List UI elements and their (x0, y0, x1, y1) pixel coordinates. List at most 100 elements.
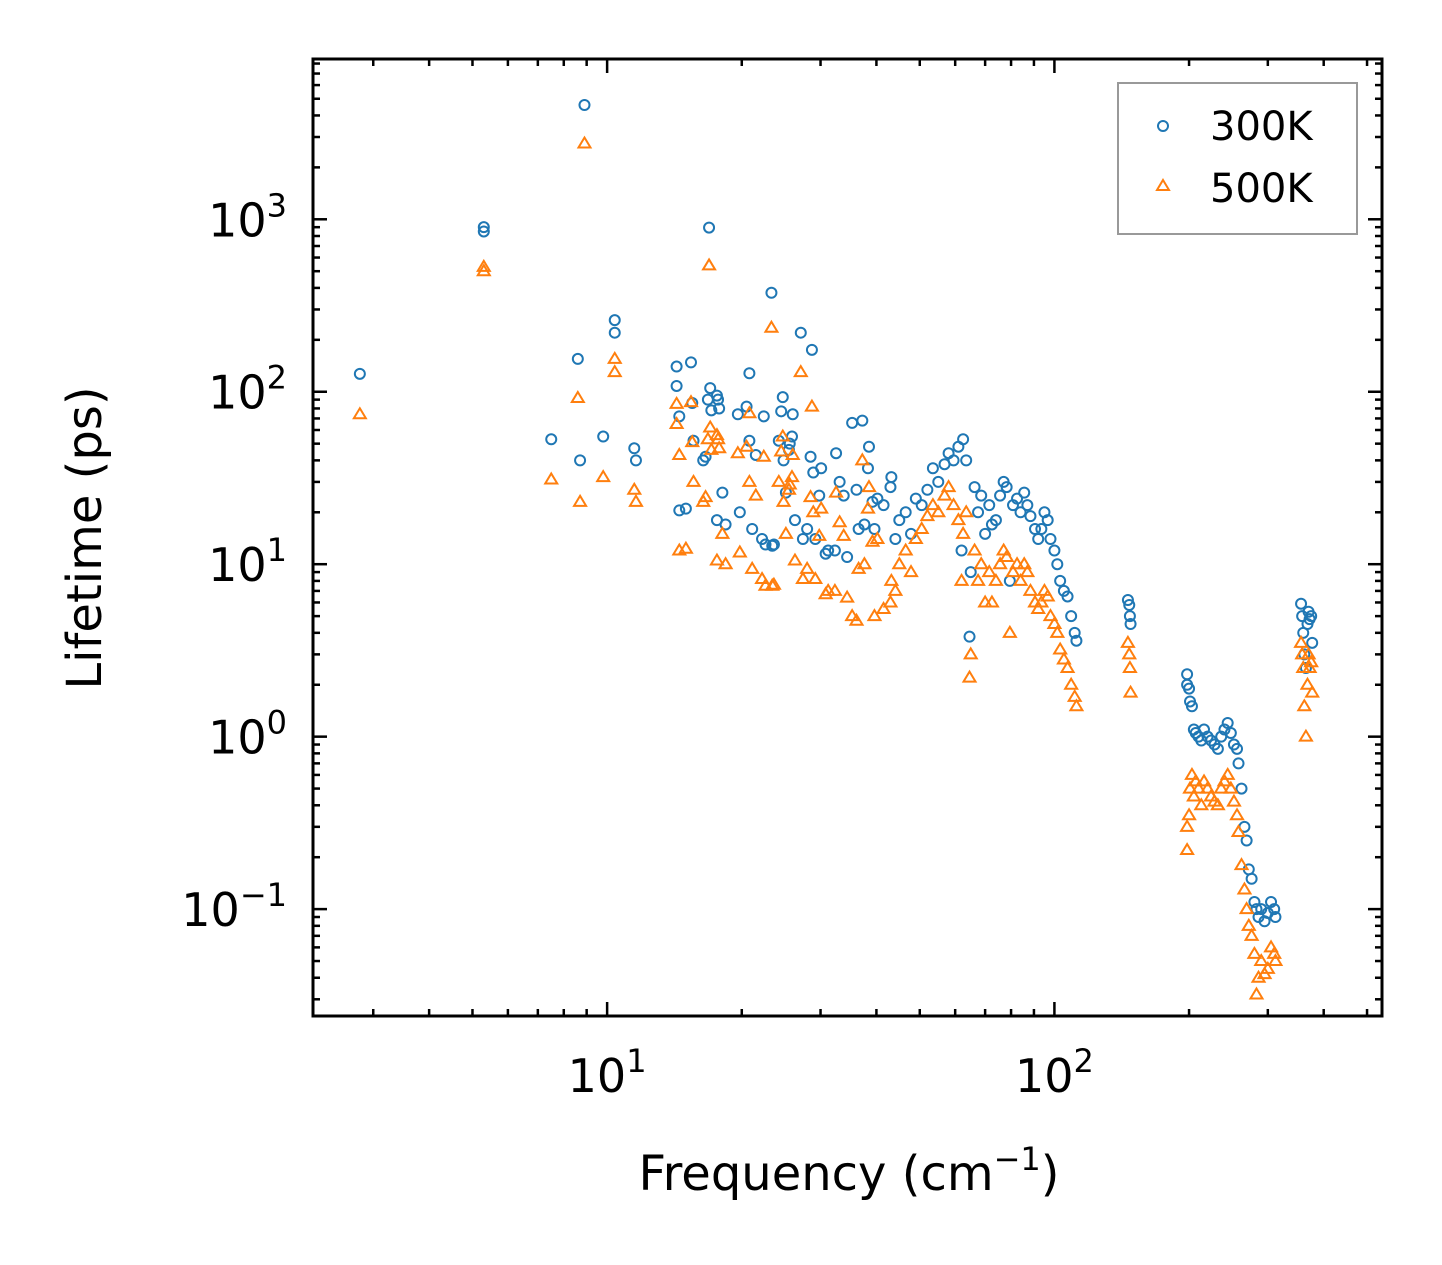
data-point-500k (984, 594, 1000, 608)
data-point-500k (913, 521, 930, 534)
data-point-500k (1298, 728, 1314, 742)
data-point-500k (962, 646, 979, 660)
data-point-500k (1303, 654, 1319, 668)
data-point-500k (1293, 634, 1309, 648)
data-point-300k (759, 538, 772, 551)
data-point-300k (828, 544, 841, 557)
data-point-300k (837, 489, 850, 502)
data-point-500k (831, 514, 848, 528)
data-point-300k (716, 486, 729, 499)
x-tick-label: 102 (1015, 1042, 1094, 1103)
data-point-300k (858, 518, 871, 531)
data-point-500k (925, 497, 941, 511)
data-point-500k (887, 582, 904, 596)
data-point-300k (767, 538, 780, 551)
data-point-500k (861, 479, 877, 493)
data-point-300k (705, 404, 718, 417)
data-point-500k (1213, 780, 1229, 794)
data-point-500k (685, 473, 702, 487)
data-point-500k (835, 527, 852, 541)
data-point-500k (1248, 986, 1265, 1000)
data-point-300k (796, 532, 809, 545)
data-point-500k (1120, 634, 1136, 648)
y-tick-label: 103 (208, 186, 287, 247)
data-point-500k (981, 564, 998, 578)
data-point-500k (1179, 818, 1195, 832)
data-point-300k (776, 391, 789, 404)
data-point-300k (629, 454, 642, 467)
legend-marker-300k (1157, 120, 1169, 132)
data-point-300k (947, 454, 960, 467)
data-point-300k (775, 405, 788, 418)
data-point-500k (961, 669, 978, 683)
data-point-300k (733, 506, 746, 519)
data-point-300k (794, 326, 807, 339)
data-point-300k (1061, 590, 1074, 603)
data-point-500k (856, 556, 873, 570)
data-point-500k (773, 443, 789, 457)
data-point-500k (730, 445, 746, 459)
data-point-500k (628, 493, 644, 507)
data-point-500k (866, 608, 883, 622)
data-point-300k (679, 502, 692, 515)
data-point-500k (1196, 773, 1212, 787)
data-point-300k (1024, 510, 1037, 523)
data-point-300k (712, 393, 725, 406)
data-point-300k (1218, 723, 1231, 736)
plot-frame (311, 57, 1384, 1018)
data-point-300k (833, 475, 846, 488)
data-point-500k (1260, 960, 1276, 974)
data-point-500k (1063, 676, 1079, 690)
data-point-500k (1267, 953, 1284, 967)
data-point-500k (1122, 660, 1138, 674)
data-point-500k (988, 572, 1004, 586)
data-point-300k (989, 514, 1002, 527)
data-point-500k (1210, 797, 1226, 811)
data-point-300k (477, 225, 490, 238)
data-point-300k (1306, 636, 1319, 649)
data-point-300k (1198, 723, 1211, 736)
data-point-500k (828, 484, 844, 498)
data-point-300k (685, 356, 698, 369)
data-point-500k (1184, 766, 1200, 780)
data-point-300k (1014, 506, 1027, 519)
data-point-300k (1048, 544, 1061, 557)
data-point-500k (802, 489, 819, 503)
data-point-500k (1022, 582, 1039, 596)
data-point-300k (960, 454, 973, 467)
data-point-500k (476, 263, 492, 277)
data-point-500k (1238, 901, 1255, 915)
data-point-500k (860, 500, 876, 514)
data-point-300k (608, 314, 621, 327)
data-point-300k (815, 462, 828, 475)
data-point-300k (909, 492, 922, 505)
data-point-500k (875, 601, 892, 614)
data-point-500k (950, 512, 967, 526)
data-point-500k (882, 594, 899, 608)
data-point-300k (841, 551, 854, 564)
data-point-300k (801, 522, 814, 535)
data-point-500k (626, 481, 643, 495)
data-point-300k (822, 544, 835, 557)
data-point-300k (994, 489, 1007, 502)
data-point-500k (953, 572, 970, 586)
data-point-500k (1005, 564, 1021, 578)
data-point-300k (1185, 700, 1198, 713)
data-point-500k (1068, 698, 1085, 712)
data-point-500k (576, 135, 593, 149)
data-point-300k (743, 367, 756, 380)
x-axis-label: Frequency (cm−1) (638, 1140, 1059, 1202)
data-point-300k (1305, 610, 1318, 623)
data-point-500k (998, 549, 1015, 563)
data-point-500k (804, 398, 820, 412)
data-point-300k (1018, 486, 1031, 499)
data-point-300k (1224, 727, 1237, 740)
data-point-300k (574, 454, 587, 467)
data-point-300k (578, 98, 591, 111)
data-point-500k (955, 525, 971, 539)
data-point-300k (889, 532, 902, 545)
data-point-500k (787, 552, 803, 566)
data-point-300k (805, 343, 818, 356)
data-point-300k (1269, 911, 1282, 924)
data-point-500k (970, 572, 986, 586)
